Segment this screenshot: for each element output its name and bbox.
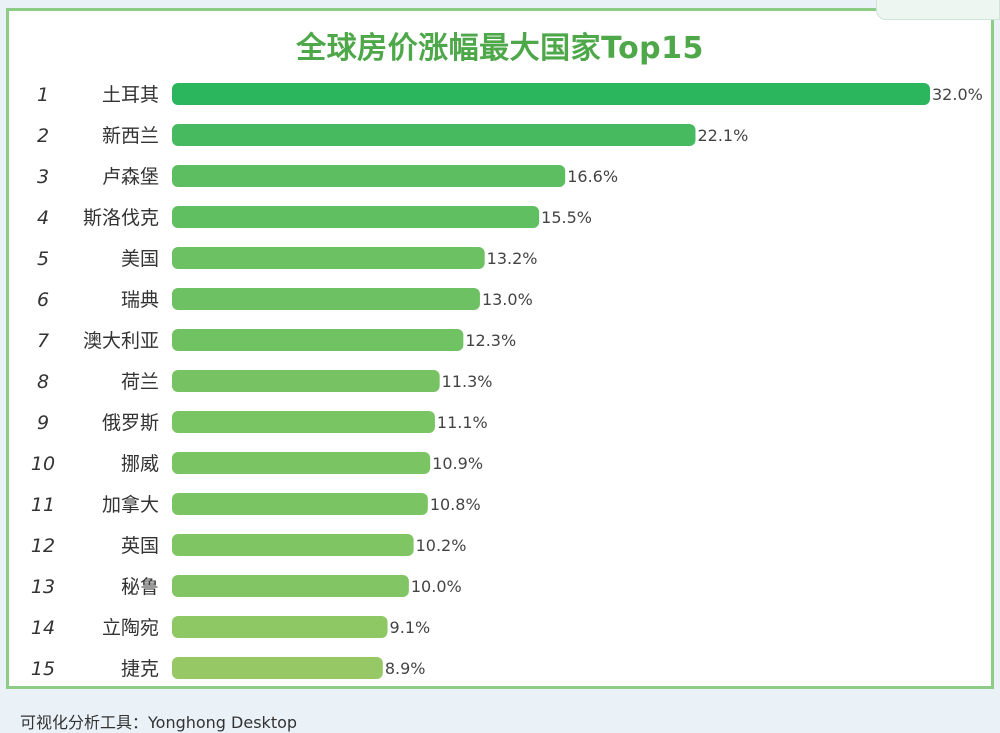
value-label: 13.0% bbox=[482, 290, 533, 309]
chart-card: 全球房价涨幅最大国家Top15 1 土耳其 32.0% 2 新西兰 22.1% 3 卢森堡 16… bbox=[6, 8, 994, 689]
rank-label: 9 bbox=[37, 412, 49, 434]
bar bbox=[172, 575, 409, 597]
category-label: 瑞典 bbox=[121, 289, 159, 311]
rank-label: 11 bbox=[31, 494, 55, 516]
value-label: 32.0% bbox=[932, 85, 983, 104]
rank-label: 1 bbox=[37, 84, 49, 106]
bar bbox=[172, 165, 566, 187]
category-label: 挪威 bbox=[121, 453, 159, 475]
category-label: 俄罗斯 bbox=[102, 412, 159, 434]
value-label: 10.9% bbox=[432, 454, 483, 473]
bar bbox=[172, 616, 388, 638]
bar bbox=[172, 370, 440, 392]
value-label: 22.1% bbox=[697, 126, 748, 145]
rank-label: 7 bbox=[37, 330, 49, 352]
rank-label: 3 bbox=[37, 166, 49, 188]
category-label: 捷克 bbox=[121, 658, 159, 680]
rank-label: 6 bbox=[37, 289, 49, 311]
value-label: 11.3% bbox=[442, 372, 493, 391]
value-label: 11.1% bbox=[437, 413, 488, 432]
category-label: 加拿大 bbox=[102, 493, 159, 516]
bar-chart: 1 土耳其 32.0% 2 新西兰 22.1% 3 卢森堡 16.6% 4 斯洛伐克 15.5% 5 美国… bbox=[31, 83, 983, 680]
category-label: 澳大利亚 bbox=[83, 330, 159, 352]
corner-tab bbox=[876, 0, 1000, 20]
bar bbox=[172, 124, 696, 146]
rank-label: 8 bbox=[37, 371, 49, 393]
value-label: 10.8% bbox=[430, 495, 481, 514]
value-label: 9.1% bbox=[390, 618, 431, 637]
bar bbox=[172, 411, 435, 433]
value-label: 16.6% bbox=[567, 167, 618, 186]
bar bbox=[172, 657, 383, 679]
rank-label: 5 bbox=[37, 248, 49, 270]
bar bbox=[172, 83, 930, 105]
value-label: 10.0% bbox=[411, 577, 462, 596]
value-label: 12.3% bbox=[465, 331, 516, 350]
value-label: 13.2% bbox=[487, 249, 538, 268]
rank-label: 14 bbox=[31, 617, 55, 639]
bar bbox=[172, 329, 464, 351]
rank-label: 2 bbox=[37, 125, 49, 147]
rank-label: 12 bbox=[31, 535, 55, 557]
category-label: 土耳其 bbox=[102, 84, 159, 106]
category-label: 英国 bbox=[121, 535, 159, 557]
footer-credit: 可视化分析工具：Yonghong Desktop bbox=[20, 713, 298, 732]
chart-title: 全球房价涨幅最大国家Top15 bbox=[296, 31, 704, 66]
rank-label: 15 bbox=[31, 658, 55, 680]
rank-label: 10 bbox=[31, 453, 55, 475]
category-label: 立陶宛 bbox=[102, 617, 159, 639]
bar bbox=[172, 534, 414, 556]
bar bbox=[172, 493, 428, 515]
bar bbox=[172, 206, 540, 228]
bar bbox=[172, 247, 485, 269]
category-label: 荷兰 bbox=[121, 371, 159, 393]
category-label: 秘鲁 bbox=[121, 576, 159, 598]
category-label: 新西兰 bbox=[102, 125, 159, 147]
bar bbox=[172, 452, 431, 474]
value-label: 15.5% bbox=[541, 208, 592, 227]
category-label: 美国 bbox=[121, 248, 159, 270]
value-label: 8.9% bbox=[385, 659, 426, 678]
bar bbox=[172, 288, 480, 310]
rank-label: 4 bbox=[37, 207, 49, 229]
category-label: 斯洛伐克 bbox=[83, 207, 159, 229]
category-label: 卢森堡 bbox=[102, 166, 159, 188]
rank-label: 13 bbox=[31, 576, 55, 598]
value-label: 10.2% bbox=[416, 536, 467, 555]
